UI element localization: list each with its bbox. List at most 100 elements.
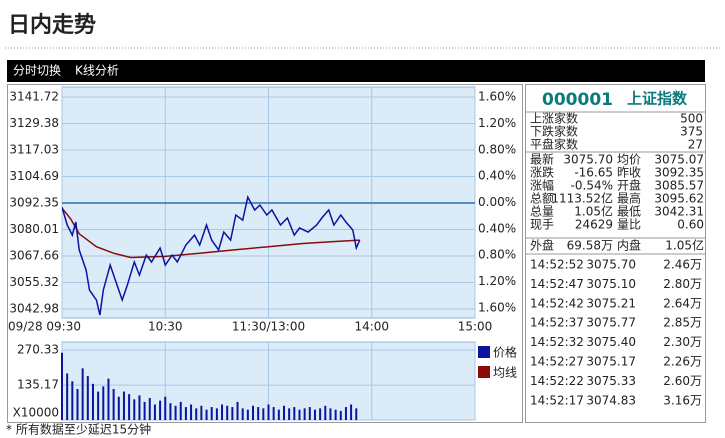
y-tick-label: 3067.66 [9, 249, 59, 263]
stat-label: 均价 [617, 153, 641, 167]
stat-value: 24629 [575, 218, 613, 232]
volume-bar [205, 409, 208, 420]
volume-bar [117, 396, 120, 420]
trade-price: 3075.10 [586, 277, 636, 291]
trade-price: 3075.17 [586, 355, 636, 369]
volume-bar [97, 391, 100, 420]
y-tick-label: 270.33 [17, 343, 59, 357]
x-tick-label: 14:00 [354, 320, 389, 334]
volume-bar [355, 408, 358, 420]
quote-name: 上证指数 [627, 90, 688, 108]
volume-bar [76, 388, 79, 420]
trade-price: 3075.70 [586, 258, 636, 272]
volume-bar [334, 409, 337, 420]
volume-bar [133, 399, 136, 420]
volume-bar [215, 408, 218, 420]
trade-price: 3075.33 [586, 374, 636, 388]
y-tick-label: 3141.72 [9, 90, 59, 104]
y2-tick-label: 0.40% [478, 169, 516, 183]
volume-bar [200, 405, 203, 420]
volume-bar [319, 408, 322, 420]
stat-label: 总额 [530, 192, 554, 206]
legend-label: 价格 [493, 345, 517, 360]
stat-value: 3075.70 [563, 153, 613, 167]
y-tick-label: 3080.01 [9, 222, 59, 236]
stat-value: 375 [680, 125, 703, 139]
stat-label: 涨跌 [530, 165, 554, 180]
volume-bar [102, 386, 105, 420]
volume-bar [195, 408, 198, 420]
y2-tick-label: 1.20% [478, 274, 516, 288]
tab-bar [7, 60, 705, 82]
stat-label: 最低 [617, 205, 641, 219]
x-tick-label: 09/28 09:30 [8, 320, 81, 334]
volume-bar [81, 368, 84, 420]
stat-value: 69.58万 [567, 239, 613, 253]
volume-bar [293, 407, 296, 420]
volume-bar [61, 352, 63, 420]
volume-bar [112, 388, 115, 420]
volume-bar [91, 383, 94, 420]
stat-value: 1113.52亿 [551, 191, 613, 206]
volume-bar [184, 407, 187, 420]
y-tick-label: 3055.32 [9, 275, 59, 289]
stat-value: 3075.07 [654, 153, 704, 167]
volume-bar [252, 405, 255, 420]
y2-tick-label: 0.80% [478, 248, 516, 262]
legend-swatch [478, 346, 490, 358]
trade-time: 14:52:17 [530, 393, 584, 407]
volume-bar [226, 405, 229, 420]
stat-value: 27 [688, 138, 703, 152]
volume-bar [148, 398, 151, 420]
volume-bar [231, 407, 234, 420]
y-tick-label: 3117.03 [9, 143, 59, 157]
stat-value: 3095.62 [654, 192, 704, 206]
volume-bar [262, 408, 265, 420]
trade-time: 14:52:27 [530, 355, 584, 369]
trade-volume: 3.16万 [663, 393, 702, 407]
series-line [62, 207, 360, 259]
y-tick-label: 3092.35 [9, 196, 59, 210]
tab[interactable]: 分时切换 [13, 64, 61, 78]
series-line [62, 194, 361, 316]
y2-tick-label: 0.00% [478, 195, 516, 209]
stat-label: 内盘 [617, 238, 641, 253]
y-tick-label: 3129.38 [9, 116, 59, 130]
trade-time: 14:52:42 [530, 296, 584, 310]
volume-bar [236, 401, 239, 420]
stat-value: 0.60 [677, 218, 704, 232]
volume-bar [138, 395, 141, 420]
volume-bar [143, 401, 146, 420]
volume-bar [329, 408, 332, 420]
volume-bar [153, 404, 156, 420]
volume-bar [164, 396, 167, 420]
volume-bar [324, 405, 327, 420]
y2-tick-label: 0.80% [478, 142, 516, 156]
tab[interactable]: K线分析 [75, 64, 119, 78]
trade-price: 3075.77 [586, 316, 636, 330]
stat-label: 涨幅 [530, 178, 554, 193]
volume-bar [246, 409, 249, 420]
trade-time: 14:52:52 [530, 258, 584, 272]
footnote: * 所有数据至少延迟15分钟 [6, 422, 151, 437]
x-tick-label: 15:00 [458, 320, 493, 334]
stat-value: -0.54% [571, 179, 613, 193]
volume-bar [179, 401, 182, 420]
trade-time: 14:52:32 [530, 335, 584, 349]
volume-bar [241, 408, 244, 420]
stat-label: 开盘 [617, 178, 641, 193]
volume-bar [272, 407, 275, 420]
volume-bar [282, 405, 285, 420]
stat-label: 平盘家数 [530, 137, 578, 152]
volume-bar [313, 409, 316, 420]
trade-volume: 2.30万 [663, 335, 702, 349]
volume-bar [221, 404, 224, 420]
trade-volume: 2.80万 [663, 277, 702, 291]
volume-bar [350, 404, 353, 420]
quote-code: 000001 [542, 90, 613, 110]
stat-label: 最新 [530, 152, 554, 167]
y-tick-label: 3042.98 [9, 302, 59, 316]
y2-tick-label: 1.60% [478, 300, 516, 314]
trade-volume: 2.46万 [663, 258, 702, 272]
volume-bar [71, 381, 74, 420]
